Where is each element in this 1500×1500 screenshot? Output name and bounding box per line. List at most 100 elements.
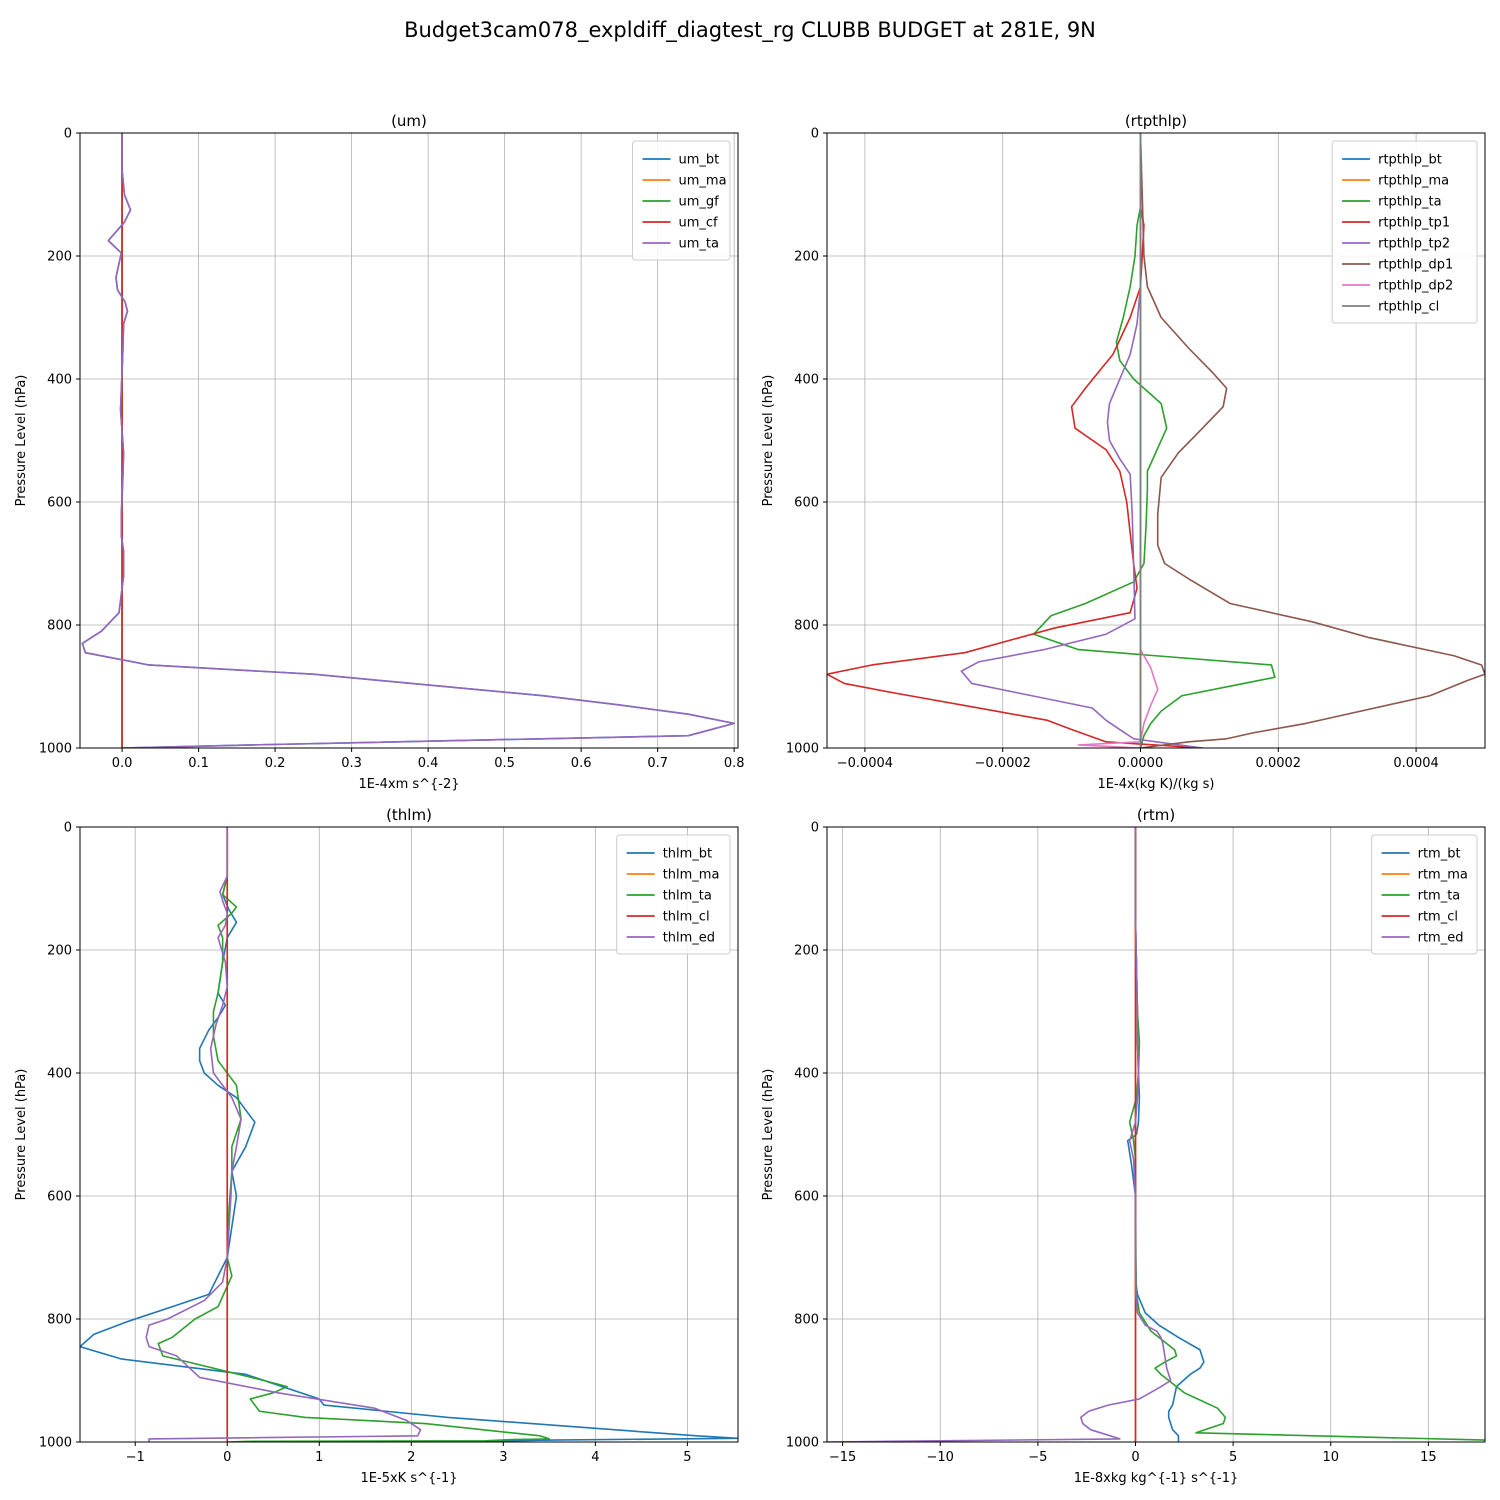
legend-label-um_gf: um_gf — [679, 195, 720, 210]
legend-label-rtm_ta: rtm_ta — [1418, 889, 1461, 904]
chart-panel-4: −15 −10 −5 0 5 10 15 0 200 400 600 800 1000 (rtm) 1E-8… — [761, 806, 1486, 1486]
legend-label-rtpthlp_cl: rtpthlp_cl — [1378, 300, 1439, 315]
series-line-rtpthlp_dp2 — [1077, 133, 1159, 748]
legend: rtpthlp_bt rtpthlp_ma rtpthlp_ta rtpthlp_tp… — [1331, 140, 1478, 324]
legend-box — [1371, 834, 1478, 955]
y-tick-label: 200 — [794, 250, 819, 265]
series-line-rtm_bt — [1126, 827, 1205, 1442]
chart-title: (um) — [391, 112, 427, 130]
x-tick-label: 0.5 — [494, 756, 515, 771]
y-tick-label: 600 — [47, 1190, 72, 1205]
y-tick-label: 400 — [794, 373, 819, 388]
axes-frame — [826, 132, 1486, 749]
x-axis-label: 1E-4xm s^{-2} — [358, 777, 459, 792]
x-tick-label: 0.0002 — [1256, 756, 1302, 771]
y-tick-label: 800 — [794, 1313, 819, 1328]
chart-title: (rtpthlp) — [1125, 112, 1187, 130]
y-tick-label: 400 — [47, 373, 72, 388]
y-tick-label: 200 — [47, 944, 72, 959]
legend-label-thlm_cl: thlm_cl — [663, 910, 710, 925]
legend: rtm_bt rtm_ma rtm_ta rtm_cl rtm_ed — [1371, 834, 1478, 955]
x-tick-label: −1 — [126, 1450, 145, 1465]
chart-panel-2: −0.0004 −0.0002 0.0000 0.0002 0.0004 0 200 400 6… — [761, 112, 1486, 792]
axes-frame — [826, 826, 1486, 1443]
x-tick-label: −10 — [927, 1450, 954, 1465]
axes-frame — [79, 132, 739, 749]
y-tick-label: 1000 — [39, 1436, 72, 1451]
legend-label-um_bt: um_bt — [679, 153, 720, 168]
x-tick-label: −0.0004 — [837, 756, 893, 771]
legend-label-thlm_ed: thlm_ed — [663, 931, 715, 946]
y-tick-label: 200 — [47, 250, 72, 265]
chart-title: (thlm) — [386, 806, 432, 824]
x-tick-label: −5 — [1028, 1450, 1047, 1465]
chart-panel-3: −1 0 1 2 3 4 5 0 200 400 600 800 1000 (thlm) 1E-5xK s^… — [14, 806, 739, 1486]
y-axis-label: Pressure Level (hPa) — [14, 375, 29, 507]
y-tick-label: 600 — [47, 496, 72, 511]
series-line-rtm_ed — [827, 827, 1172, 1442]
legend-label-rtm_ma: rtm_ma — [1418, 868, 1468, 883]
series-group — [80, 827, 738, 1442]
x-tick-label: 2 — [407, 1450, 415, 1465]
y-tick-label: 800 — [47, 619, 72, 634]
legend-label-um_ma: um_ma — [679, 174, 727, 189]
legend-label-rtpthlp_bt: rtpthlp_bt — [1378, 153, 1442, 168]
x-tick-label: 0.1 — [188, 756, 209, 771]
x-tick-label: −15 — [829, 1450, 856, 1465]
legend-label-rtpthlp_ta: rtpthlp_ta — [1378, 195, 1441, 210]
series-line-um_ta — [81, 133, 735, 748]
y-tick-label: 800 — [47, 1313, 72, 1328]
x-tick-label: 0.0 — [112, 756, 133, 771]
legend-label-rtm_ed: rtm_ed — [1418, 931, 1464, 946]
series-group — [827, 133, 1485, 748]
x-tick-label: 0.4 — [418, 756, 439, 771]
x-tick-label: 0.0000 — [1118, 756, 1164, 771]
y-tick-label: 1000 — [786, 742, 819, 757]
y-tick-label: 0 — [811, 127, 819, 142]
legend-label-um_ta: um_ta — [679, 237, 719, 252]
x-axis-label: 1E-4x(kg K)/(kg s) — [1098, 777, 1215, 792]
legend: um_bt um_ma um_gf um_cf um_ta — [632, 140, 731, 261]
series-group — [81, 133, 735, 748]
x-tick-label: 0 — [223, 1450, 231, 1465]
x-tick-label: 0.8 — [724, 756, 745, 771]
figure-title: Budget3cam078_expldiff_diagtest_rg CLUBB… — [404, 18, 1096, 43]
y-tick-label: 800 — [794, 619, 819, 634]
chart-title: (rtm) — [1137, 806, 1175, 824]
legend: thlm_bt thlm_ma thlm_ta thlm_cl thlm_ed — [616, 834, 731, 955]
axes-frame — [79, 826, 739, 1443]
legend-label-um_cf: um_cf — [679, 216, 719, 231]
y-tick-label: 400 — [794, 1067, 819, 1082]
series-line-thlm_ta — [157, 827, 551, 1442]
y-axis-label: Pressure Level (hPa) — [761, 375, 776, 507]
x-tick-label: 4 — [591, 1450, 599, 1465]
chart-panel-1: 0.0 0.1 0.2 0.3 0.4 0.5 0.6 0.7 0.8 0 200 400 600 800… — [14, 112, 745, 792]
legend-label-rtm_cl: rtm_cl — [1418, 910, 1458, 925]
y-tick-label: 0 — [811, 821, 819, 836]
x-tick-label: 0.6 — [571, 756, 592, 771]
x-tick-label: 3 — [499, 1450, 507, 1465]
x-tick-label: 0 — [1131, 1450, 1139, 1465]
y-axis-label: Pressure Level (hPa) — [761, 1069, 776, 1201]
x-axis-label: 1E-5xK s^{-1} — [361, 1471, 458, 1486]
y-tick-label: 600 — [794, 496, 819, 511]
legend-box — [632, 140, 731, 261]
legend-label-thlm_ta: thlm_ta — [663, 889, 712, 904]
legend-label-thlm_bt: thlm_bt — [663, 847, 712, 862]
legend-label-rtpthlp_ma: rtpthlp_ma — [1378, 174, 1449, 189]
x-tick-label: 0.2 — [265, 756, 286, 771]
y-tick-label: 0 — [64, 821, 72, 836]
legend-label-thlm_ma: thlm_ma — [663, 868, 720, 883]
x-tick-label: 10 — [1322, 1450, 1339, 1465]
y-tick-label: 600 — [794, 1190, 819, 1205]
y-tick-label: 1000 — [39, 742, 72, 757]
legend-label-rtpthlp_dp1: rtpthlp_dp1 — [1378, 258, 1453, 273]
x-tick-label: 0.0004 — [1393, 756, 1439, 771]
x-axis-label: 1E-8xkg kg^{-1} s^{-1} — [1074, 1471, 1239, 1486]
y-tick-label: 200 — [794, 944, 819, 959]
y-tick-label: 1000 — [786, 1436, 819, 1451]
legend-box — [1331, 140, 1478, 324]
x-tick-label: 15 — [1420, 1450, 1437, 1465]
